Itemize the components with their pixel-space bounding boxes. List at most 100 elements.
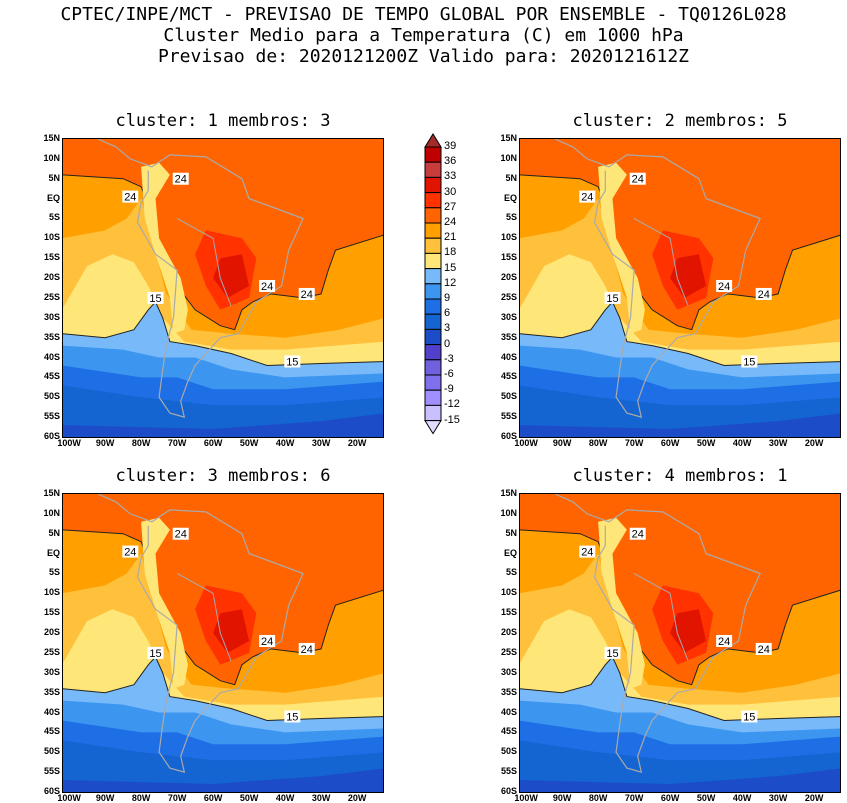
lon-tick-label: 80W <box>588 438 608 448</box>
colorbar-swatch <box>424 359 442 376</box>
colorbar-label: -9 <box>444 383 454 396</box>
lat-tick-label: 45S <box>500 726 517 737</box>
lat-tick-label: 15S <box>43 607 60 618</box>
colorbar <box>424 133 442 435</box>
lat-tick-label: EQ <box>46 192 60 203</box>
lon-tick-label: 60W <box>203 438 223 448</box>
contour-label: 15 <box>284 355 301 368</box>
colorbar-swatch <box>424 161 442 178</box>
colorbar-swatch <box>424 344 442 361</box>
lat-tick-label: 55S <box>500 766 517 777</box>
lat-tick-label: 5N <box>48 527 60 538</box>
colorbar-swatch <box>424 252 442 270</box>
lon-tick-label: 100W <box>514 793 538 803</box>
temperature-map: 24 24 24 24 15 15 <box>63 139 383 437</box>
cluster-map-1: 24 24 24 24 15 15 <box>62 138 384 438</box>
lat-tick-label: 5S <box>48 567 60 578</box>
svg-text:24: 24 <box>581 192 593 204</box>
colorbar-label: 27 <box>444 200 457 213</box>
lon-tick-label: 90W <box>552 438 572 448</box>
svg-text:15: 15 <box>286 356 298 368</box>
lon-tick-label: 100W <box>57 793 81 803</box>
band-0-3 <box>63 413 383 437</box>
lat-tick-label: 40S <box>43 706 60 717</box>
lat-tick-label: 15S <box>500 252 517 263</box>
contour-label: 24 <box>259 635 276 648</box>
colorbar-label: 15 <box>444 261 457 274</box>
lat-tick-label: 15N <box>500 133 517 143</box>
lat-tick-label: 40S <box>43 351 60 362</box>
lat-tick-label: 45S <box>43 726 60 737</box>
lat-tick-label: 5S <box>505 212 517 223</box>
lat-tick-label: 50S <box>43 746 60 757</box>
lat-tick-label: 20S <box>500 627 517 638</box>
lon-tick-label: 30W <box>768 438 788 448</box>
lat-tick-label: 45S <box>500 371 517 382</box>
svg-text:24: 24 <box>261 636 273 648</box>
temperature-map: 24 24 24 24 15 15 <box>520 494 840 792</box>
svg-text:24: 24 <box>718 281 730 293</box>
colorbar-swatch <box>424 374 442 391</box>
figure-title-line2: Cluster Medio para a Temperatura (C) em … <box>163 25 684 46</box>
lat-tick-label: 30S <box>43 666 60 677</box>
colorbar-swatch <box>424 404 442 422</box>
lat-tick-label: 60S <box>500 431 517 441</box>
lon-tick-label: 70W <box>167 438 187 448</box>
band-0-3 <box>520 413 840 437</box>
lon-tick-label: 20W <box>804 793 824 803</box>
lon-tick-label: 100W <box>57 438 81 448</box>
lat-tick-label: EQ <box>46 547 60 558</box>
lat-tick-label: 30S <box>43 311 60 322</box>
lat-tick-label: 35S <box>43 331 60 342</box>
contour-label: 24 <box>579 190 596 204</box>
lat-tick-label: 35S <box>43 686 60 697</box>
lat-tick-label: 25S <box>500 291 517 302</box>
lon-tick-label: 80W <box>131 793 151 803</box>
contour-label: 15 <box>741 710 758 723</box>
lat-tick-label: 60S <box>500 786 517 796</box>
lon-tick-label: 90W <box>95 438 115 448</box>
panel-title: cluster: 3 membros: 6 <box>115 466 331 486</box>
lat-tick-label: 5S <box>505 567 517 578</box>
lon-tick-label: 50W <box>696 438 716 448</box>
svg-text:24: 24 <box>261 281 273 293</box>
coastline <box>97 139 304 418</box>
country-border <box>633 573 689 662</box>
lat-tick-label: 55S <box>500 411 517 422</box>
band-0-3 <box>520 768 840 792</box>
lat-tick-label: 35S <box>500 331 517 342</box>
lat-tick-label: 10N <box>43 507 60 518</box>
svg-text:24: 24 <box>124 192 136 204</box>
lon-tick-label: 40W <box>732 438 752 448</box>
colorbar-swatch <box>424 207 442 224</box>
svg-text:24: 24 <box>632 529 644 541</box>
colorbar-label: 18 <box>444 246 457 259</box>
lat-tick-label: 30S <box>500 666 517 677</box>
colorbar-label: 3 <box>444 322 451 335</box>
lon-tick-label: 20W <box>804 438 824 448</box>
contour-label: 24 <box>298 642 315 656</box>
panel-title: cluster: 1 membros: 3 <box>115 111 331 131</box>
lon-tick-label: 80W <box>588 793 608 803</box>
temperature-map: 24 24 24 24 15 15 <box>63 494 383 792</box>
lon-tick-label: 30W <box>311 438 331 448</box>
colorbar-label: 6 <box>444 307 451 320</box>
lat-tick-label: 40S <box>500 706 517 717</box>
colorbar-label: -15 <box>444 413 460 426</box>
lat-tick-label: 50S <box>500 746 517 757</box>
contour-label: 24 <box>298 287 315 301</box>
lat-tick-label: 35S <box>500 686 517 697</box>
coastline <box>554 139 761 418</box>
svg-text:24: 24 <box>718 636 730 648</box>
lon-tick-label: 90W <box>95 793 115 803</box>
colorbar-swatch <box>424 146 442 163</box>
lon-tick-label: 50W <box>696 793 716 803</box>
cluster-map-2: 24 24 24 24 15 15 <box>519 138 841 438</box>
colorbar-swatch <box>424 298 442 315</box>
lon-tick-label: 30W <box>768 793 788 803</box>
panel-title: cluster: 2 membros: 5 <box>572 111 788 131</box>
svg-text:24: 24 <box>175 174 187 186</box>
colorbar-swatch <box>424 389 442 406</box>
contour-label: 24 <box>122 545 139 559</box>
lat-tick-label: 15N <box>43 488 60 498</box>
